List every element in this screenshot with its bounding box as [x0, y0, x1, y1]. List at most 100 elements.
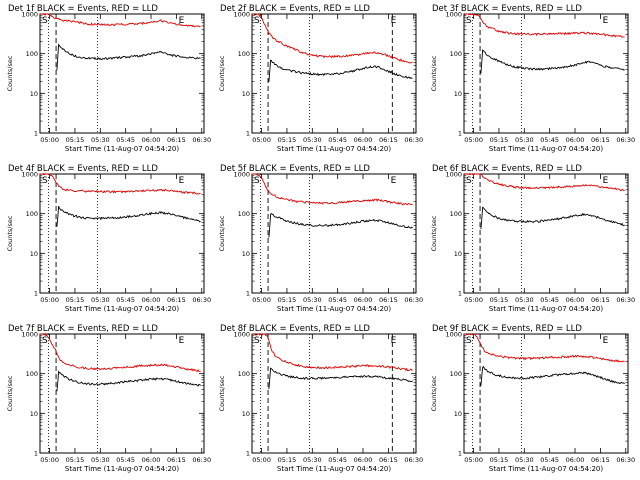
events-series-line [480, 206, 625, 230]
x-tick-label: 05:15 [278, 456, 297, 464]
x-tick-label: 05:15 [490, 296, 509, 304]
plot-frame [251, 173, 417, 294]
x-tick-label: 05:30 [515, 136, 534, 144]
y-tick-label: 100 [26, 50, 38, 58]
x-axis-label: Start Time (11-Aug-07 04:54:20) [65, 145, 179, 153]
events-series-line [56, 205, 201, 227]
detector-panel: Det 2f BLACK = Events, RED = LLD Counts/s… [218, 4, 423, 153]
x-tick-label: 06:30 [616, 296, 635, 304]
lld-series-line [463, 173, 625, 192]
x-tick-label: 05:00 [464, 296, 483, 304]
x-tick-label: 06:30 [192, 456, 211, 464]
x-tick-label: 06:30 [404, 136, 423, 144]
detector-panel: Det 1f BLACK = Events, RED = LLD Counts/s… [6, 4, 211, 153]
plot-frame [463, 333, 629, 454]
lld-series-line [463, 333, 625, 363]
x-tick-label: 05:45 [116, 456, 135, 464]
x-tick-label: 06:00 [142, 456, 161, 464]
end-marker-label: E [391, 336, 397, 346]
detector-panel: Det 8f BLACK = Events, RED = LLD Counts/s… [218, 324, 423, 473]
x-tick-label: 06:15 [591, 456, 610, 464]
y-tick-label: 100 [450, 210, 462, 218]
x-tick-label: 05:45 [328, 296, 347, 304]
start-marker-label: S [466, 336, 472, 346]
x-tick-label: 05:00 [252, 136, 271, 144]
x-tick-label: 06:00 [142, 136, 161, 144]
start-marker-label: S [42, 16, 48, 26]
lld-series-line [40, 173, 201, 195]
y-tick-label: 10 [242, 410, 250, 418]
end-marker-label: E [179, 336, 185, 346]
x-tick-label: 05:15 [66, 296, 85, 304]
x-tick-label: 06:15 [379, 136, 398, 144]
lld-series-line [251, 13, 413, 64]
plot-frame [251, 13, 417, 134]
detector-panel: Det 6f BLACK = Events, RED = LLD Counts/s… [430, 164, 635, 313]
events-series-line [56, 43, 201, 71]
plot-frame [39, 333, 205, 454]
panel-title: Det 5f BLACK = Events, RED = LLD [220, 164, 370, 174]
panel-title: Det 4f BLACK = Events, RED = LLD [8, 164, 158, 174]
x-tick-label: 05:45 [328, 456, 347, 464]
lld-series-line [251, 333, 413, 372]
start-marker-label: S [466, 176, 472, 186]
x-tick-label: 06:30 [616, 456, 635, 464]
x-axis-label: Start Time (11-Aug-07 04:54:20) [277, 145, 391, 153]
x-tick-label: 06:30 [192, 136, 211, 144]
end-marker-label: E [603, 176, 609, 186]
events-series-line [56, 370, 201, 392]
y-tick-label: 100 [450, 50, 462, 58]
panel-title: Det 8f BLACK = Events, RED = LLD [220, 324, 370, 334]
y-tick-label: 1000 [233, 331, 250, 339]
panel-title: Det 2f BLACK = Events, RED = LLD [220, 4, 370, 14]
y-tick-label: 100 [238, 210, 250, 218]
plot-frame [39, 173, 205, 294]
x-tick-label: 06:00 [566, 296, 585, 304]
x-tick-label: 06:30 [192, 296, 211, 304]
x-tick-label: 05:30 [303, 296, 322, 304]
x-tick-label: 06:15 [379, 456, 398, 464]
y-tick-label: 1 [458, 130, 462, 138]
plot-frame [463, 173, 629, 294]
y-tick-label: 1000 [233, 171, 250, 179]
y-tick-label: 1 [34, 290, 38, 298]
x-tick-label: 05:00 [40, 296, 59, 304]
start-marker-label: S [42, 336, 48, 346]
y-axis-label: Counts/sec [218, 55, 226, 91]
x-tick-label: 05:30 [91, 136, 110, 144]
x-tick-label: 06:15 [167, 296, 186, 304]
y-tick-label: 1000 [21, 171, 38, 179]
start-marker-label: S [254, 336, 260, 346]
end-marker-label: E [179, 16, 185, 26]
x-tick-label: 06:30 [616, 136, 635, 144]
y-tick-label: 10 [242, 90, 250, 98]
panel-title: Det 7f BLACK = Events, RED = LLD [8, 324, 158, 334]
x-axis-label: Start Time (11-Aug-07 04:54:20) [489, 305, 603, 313]
panel-title: Det 1f BLACK = Events, RED = LLD [8, 4, 158, 14]
y-tick-label: 1 [246, 290, 250, 298]
y-tick-label: 1 [246, 130, 250, 138]
y-tick-label: 1000 [233, 11, 250, 19]
y-tick-label: 1000 [445, 171, 462, 179]
y-axis-label: Counts/sec [218, 215, 226, 251]
x-tick-label: 05:15 [278, 296, 297, 304]
y-axis-label: Counts/sec [430, 375, 438, 411]
end-marker-label: E [603, 336, 609, 346]
y-tick-label: 1000 [21, 331, 38, 339]
start-marker-label: S [254, 176, 260, 186]
x-tick-label: 05:30 [91, 456, 110, 464]
detector-panel: Det 4f BLACK = Events, RED = LLD Counts/s… [6, 164, 211, 313]
y-tick-label: 1000 [21, 11, 38, 19]
x-tick-label: 05:30 [303, 456, 322, 464]
x-tick-label: 06:00 [142, 296, 161, 304]
end-marker-label: E [391, 16, 397, 26]
lld-series-line [463, 13, 625, 38]
x-tick-label: 05:45 [540, 136, 559, 144]
y-tick-label: 100 [450, 370, 462, 378]
x-axis-label: Start Time (11-Aug-07 04:54:20) [65, 465, 179, 473]
x-tick-label: 05:30 [91, 296, 110, 304]
panel-title: Det 9f BLACK = Events, RED = LLD [432, 324, 582, 334]
y-tick-label: 10 [30, 90, 38, 98]
plot-frame [463, 13, 629, 134]
